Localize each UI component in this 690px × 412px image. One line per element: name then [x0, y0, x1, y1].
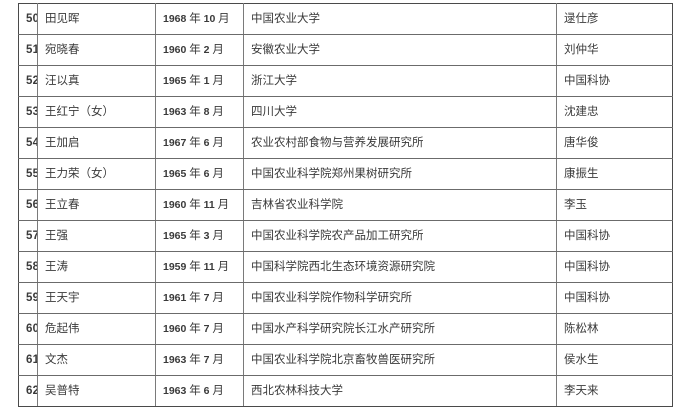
- cell-institution: 中国农业大学: [243, 3, 557, 35]
- cell-person-name: 王红宁（女）: [37, 96, 156, 128]
- cell-person-name: 文杰: [37, 344, 156, 376]
- cell-nominator: 侯水生: [556, 344, 673, 376]
- cell-nominator: 中国科协: [556, 65, 673, 97]
- cell-nominator: 李天来: [556, 375, 673, 407]
- cell-sequence-number: 60: [18, 313, 38, 345]
- cell-person-name: 王立春: [37, 189, 156, 221]
- roster-table-body: 50田见晖1968 年 10 月中国农业大学逯仕彦51宛晓春1960 年 2 月…: [18, 3, 673, 407]
- cell-person-name: 王强: [37, 220, 156, 252]
- cell-person-name: 危起伟: [37, 313, 156, 345]
- cell-sequence-number: 61: [18, 344, 38, 376]
- cell-person-name: 田见晖: [37, 3, 156, 35]
- cell-sequence-number: 56: [18, 189, 38, 221]
- cell-institution: 中国水产科学研究院长江水产研究所: [243, 313, 557, 345]
- cell-birth-date: 1961 年 7 月: [155, 282, 244, 314]
- roster-table: 50田见晖1968 年 10 月中国农业大学逯仕彦51宛晓春1960 年 2 月…: [18, 3, 673, 407]
- cell-person-name: 王天宇: [37, 282, 156, 314]
- cell-sequence-number: 54: [18, 127, 38, 159]
- cell-institution: 四川大学: [243, 96, 557, 128]
- cell-sequence-number: 55: [18, 158, 38, 190]
- cell-nominator: 康振生: [556, 158, 673, 190]
- cell-birth-date: 1963 年 6 月: [155, 375, 244, 407]
- cell-nominator: 中国科协: [556, 220, 673, 252]
- cell-birth-date: 1963 年 8 月: [155, 96, 244, 128]
- cell-institution: 中国农业科学院郑州果树研究所: [243, 158, 557, 190]
- cell-sequence-number: 58: [18, 251, 38, 283]
- cell-nominator: 逯仕彦: [556, 3, 673, 35]
- cell-nominator: 中国科协: [556, 282, 673, 314]
- cell-birth-date: 1960 年 11 月: [155, 189, 244, 221]
- cell-nominator: 陈松林: [556, 313, 673, 345]
- cell-person-name: 吴普特: [37, 375, 156, 407]
- cell-person-name: 宛晓春: [37, 34, 156, 66]
- cell-birth-date: 1965 年 1 月: [155, 65, 244, 97]
- cell-institution: 安徽农业大学: [243, 34, 557, 66]
- cell-nominator: 唐华俊: [556, 127, 673, 159]
- cell-sequence-number: 53: [18, 96, 38, 128]
- cell-person-name: 王加启: [37, 127, 156, 159]
- cell-sequence-number: 59: [18, 282, 38, 314]
- cell-birth-date: 1967 年 6 月: [155, 127, 244, 159]
- cell-sequence-number: 51: [18, 34, 38, 66]
- cell-institution: 中国农业科学院农产品加工研究所: [243, 220, 557, 252]
- cell-sequence-number: 57: [18, 220, 38, 252]
- cell-person-name: 汪以真: [37, 65, 156, 97]
- cell-sequence-number: 50: [18, 3, 38, 35]
- cell-institution: 浙江大学: [243, 65, 557, 97]
- cell-sequence-number: 62: [18, 375, 38, 407]
- cell-institution: 中国农业科学院北京畜牧兽医研究所: [243, 344, 557, 376]
- cell-institution: 吉林省农业科学院: [243, 189, 557, 221]
- cell-birth-date: 1960 年 2 月: [155, 34, 244, 66]
- cell-institution: 农业农村部食物与营养发展研究所: [243, 127, 557, 159]
- cell-institution: 中国农业科学院作物科学研究所: [243, 282, 557, 314]
- cell-nominator: 中国科协: [556, 251, 673, 283]
- cell-birth-date: 1965 年 3 月: [155, 220, 244, 252]
- cell-sequence-number: 52: [18, 65, 38, 97]
- cell-person-name: 王涛: [37, 251, 156, 283]
- cell-nominator: 刘仲华: [556, 34, 673, 66]
- cell-nominator: 李玉: [556, 189, 673, 221]
- cell-person-name: 王力荣（女）: [37, 158, 156, 190]
- cell-nominator: 沈建忠: [556, 96, 673, 128]
- cell-birth-date: 1963 年 7 月: [155, 344, 244, 376]
- cell-birth-date: 1968 年 10 月: [155, 3, 244, 35]
- roster-table-container: 50田见晖1968 年 10 月中国农业大学逯仕彦51宛晓春1960 年 2 月…: [18, 3, 673, 409]
- cell-birth-date: 1959 年 11 月: [155, 251, 244, 283]
- cell-institution: 西北农林科技大学: [243, 375, 557, 407]
- cell-birth-date: 1960 年 7 月: [155, 313, 244, 345]
- cell-institution: 中国科学院西北生态环境资源研究院: [243, 251, 557, 283]
- cell-birth-date: 1965 年 6 月: [155, 158, 244, 190]
